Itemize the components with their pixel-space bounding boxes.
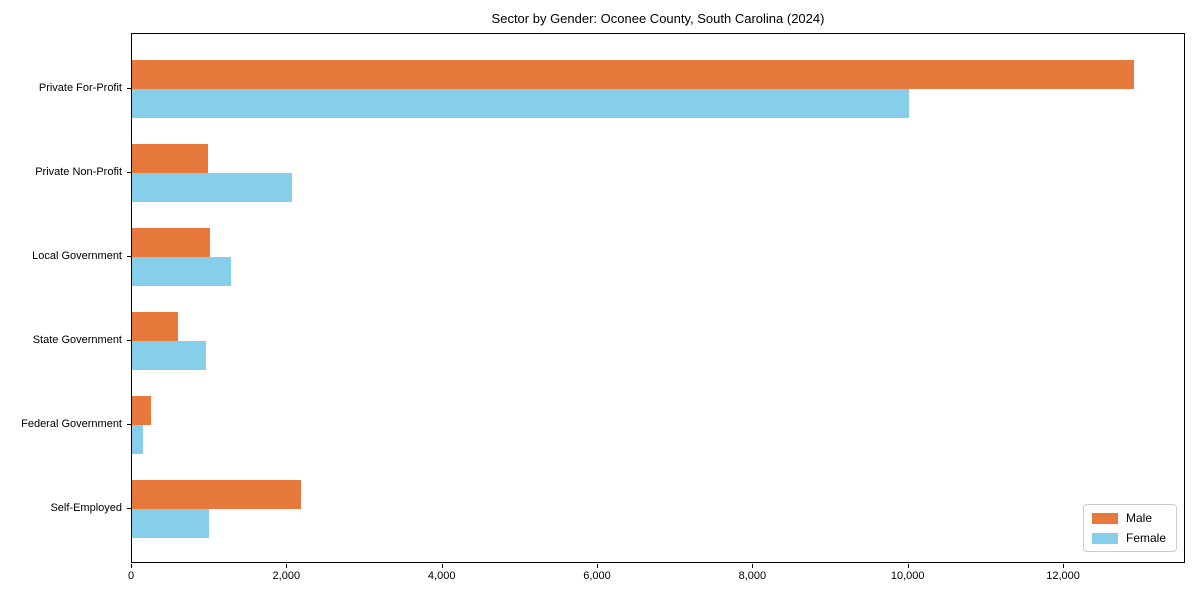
x-tick-mark-5 [907, 564, 909, 568]
x-tick-mark-4 [752, 564, 754, 568]
x-tick-mark-6 [1063, 564, 1065, 568]
chart-title: Sector by Gender: Oconee County, South C… [491, 11, 825, 26]
x-tick-label-4: 8,000 [738, 570, 767, 582]
x-tick-mark-0 [131, 564, 132, 568]
y-axis-label-3: State Government [32, 334, 122, 346]
bar-female-3 [132, 341, 207, 370]
bar-female-2 [132, 257, 231, 286]
bar-female-5 [132, 509, 209, 538]
bar-male-4 [132, 396, 152, 425]
y-tick-mark-4 [127, 424, 132, 425]
x-tick-mark-1 [286, 564, 288, 568]
bar-male-3 [132, 312, 178, 341]
y-tick-mark-0 [127, 88, 132, 89]
x-tick-label-2: 4,000 [427, 570, 456, 582]
legend-swatch-male [1091, 512, 1118, 524]
bar-female-4 [132, 425, 143, 454]
y-tick-mark-1 [127, 172, 132, 173]
legend-label-male: Male [1125, 511, 1152, 525]
x-tick-label-0: 0 [127, 570, 135, 582]
bar-female-1 [132, 173, 293, 202]
bar-female-0 [132, 89, 909, 118]
y-tick-mark-5 [127, 508, 132, 509]
legend-swatch-female [1091, 532, 1118, 544]
legend: Male Female [1082, 504, 1177, 552]
bar-male-2 [132, 228, 210, 257]
x-tick-label-5: 10,000 [890, 570, 925, 582]
bar-male-1 [132, 144, 208, 173]
y-axis-label-0: Private For-Profit [38, 82, 122, 94]
bar-male-0 [132, 60, 1134, 89]
y-axis-label-5: Self-Employed [50, 502, 122, 514]
x-tick-label-6: 12,000 [1046, 570, 1080, 582]
legend-entry-male: Male [1091, 511, 1166, 525]
legend-entry-female: Female [1091, 531, 1166, 545]
y-axis-label-2: Local Government [32, 250, 122, 262]
y-tick-mark-3 [127, 340, 132, 341]
plot-area: Male Female [131, 33, 1185, 563]
y-axis-label-4: Federal Government [21, 418, 122, 430]
legend-label-female: Female [1125, 531, 1166, 545]
y-axis-label-1: Private Non-Profit [35, 166, 122, 178]
bar-male-5 [132, 480, 301, 509]
y-tick-mark-2 [127, 256, 132, 257]
x-tick-mark-2 [441, 564, 443, 568]
x-tick-label-3: 6,000 [583, 570, 611, 582]
x-tick-label-1: 2,000 [272, 570, 301, 582]
x-tick-mark-3 [597, 564, 598, 568]
